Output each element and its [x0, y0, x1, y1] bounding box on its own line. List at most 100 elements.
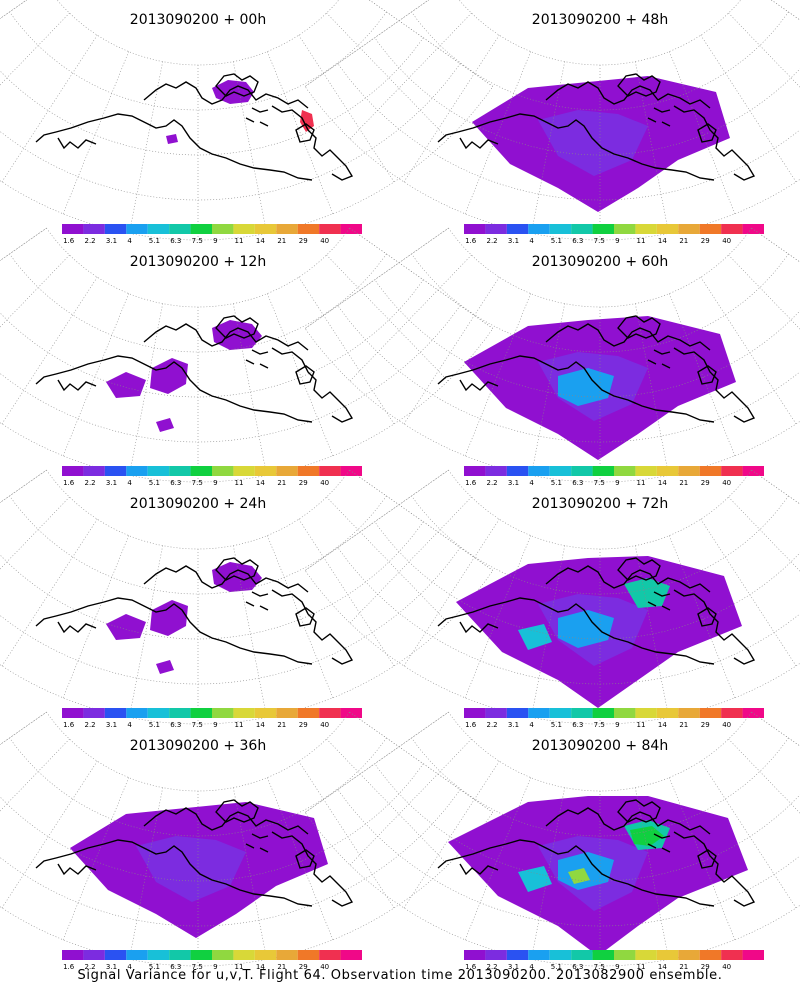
colorbar-label: 29: [299, 237, 308, 245]
colorbar-swatch: [464, 224, 486, 234]
coastline: [35, 73, 354, 181]
colorbar-swatch: [319, 466, 341, 476]
signal-contour: [518, 624, 552, 650]
colorbar-swatch: [506, 950, 529, 960]
colorbar-label: 9: [615, 721, 619, 729]
colorbar-label: 4: [529, 237, 534, 245]
coastline: [35, 799, 354, 907]
colorbar-swatch: [126, 950, 148, 960]
colorbar-label: 11: [637, 237, 646, 245]
colorbar-swatch: [126, 708, 148, 718]
colorbar-label: 29: [701, 479, 710, 487]
colorbar: 1.6 2.2 3.1 4 5.1 6.3 7.5 9 11 14 21 29 40: [62, 224, 362, 245]
lat-lon-grid: [304, 711, 800, 967]
colorbar-label: 11: [235, 963, 244, 971]
colorbar-label: 9: [615, 963, 619, 971]
colorbar-swatch: [62, 224, 84, 234]
colorbar-label: 9: [615, 237, 619, 245]
colorbar-swatch: [169, 224, 191, 234]
coastline: [35, 315, 354, 423]
lat-lon-grid: [304, 0, 800, 241]
colorbar-label: 14: [256, 963, 265, 971]
colorbar-swatch: [83, 708, 105, 718]
colorbar-label: 21: [277, 237, 286, 245]
map-area: [304, 469, 800, 725]
signal-contour: [518, 866, 552, 892]
signal-field: [472, 76, 730, 212]
colorbar-label: 40: [722, 237, 731, 245]
colorbar-swatch: [571, 224, 593, 234]
colorbar-swatch: [83, 224, 105, 234]
colorbar-label: 5.1: [551, 479, 562, 487]
coastline: [437, 799, 756, 907]
colorbar-label: 14: [256, 721, 265, 729]
colorbar-swatch: [678, 950, 700, 960]
colorbar-swatch: [656, 466, 679, 476]
colorbar-swatch: [635, 950, 657, 960]
colorbar-label: 3.1: [106, 479, 117, 487]
colorbar-swatch: [126, 466, 148, 476]
colorbar-swatch: [319, 224, 341, 234]
colorbar-swatch: [319, 708, 341, 718]
colorbar-swatch: [62, 708, 84, 718]
colorbar-label: 9: [615, 479, 619, 487]
colorbar-swatch: [635, 708, 657, 718]
colorbar-swatch: [614, 950, 636, 960]
colorbar-label: 1.6: [465, 237, 477, 245]
colorbar-label: 9: [213, 479, 217, 487]
colorbar-swatch: [721, 224, 743, 234]
colorbar-label: 1.6: [63, 237, 75, 245]
colorbar-swatch: [190, 224, 212, 234]
colorbar-label: 40: [320, 963, 329, 971]
map-area: [304, 711, 800, 967]
signal-field: [456, 556, 742, 708]
colorbar-label: 4: [127, 237, 132, 245]
signal-contour: [106, 614, 146, 640]
lat-lon-grid: [0, 469, 494, 725]
colorbar-swatch: [549, 466, 572, 476]
colorbar-swatch: [104, 224, 127, 234]
colorbar-swatch: [147, 708, 170, 718]
colorbar-swatch: [340, 950, 362, 960]
lat-lon-grid: [0, 0, 494, 241]
coastline: [437, 73, 756, 181]
panel-title: 2013090200 + 24h: [130, 496, 266, 512]
colorbar-swatch: [233, 950, 255, 960]
colorbar-swatch: [678, 224, 700, 234]
colorbar-swatch: [614, 708, 636, 718]
colorbar-label: 2.2: [487, 237, 498, 245]
colorbar-label: 7.5: [594, 963, 605, 971]
colorbar: 1.6 2.2 3.1 4 5.1 6.3 7.5 9 11 14 21 29 40: [62, 708, 362, 729]
colorbar-swatch: [276, 708, 298, 718]
colorbar-swatch: [678, 466, 700, 476]
colorbar-swatch: [549, 950, 572, 960]
colorbar-swatch: [528, 708, 550, 718]
colorbar-swatch: [742, 950, 764, 960]
colorbar-label: 11: [235, 721, 244, 729]
colorbar-swatch: [699, 950, 722, 960]
colorbar-label: 40: [320, 479, 329, 487]
lat-lon-grid: [0, 227, 494, 483]
colorbar-swatch: [169, 950, 191, 960]
colorbar: 1.6 2.2 3.1 4 5.1 6.3 7.5 9 11 14 21 29 40: [62, 950, 362, 971]
map-panel: 2013090200 + 72h 1.6 2.2 3.1 4 5.1 6.3 7.5 9 11 14…: [304, 469, 800, 729]
colorbar-swatch: [319, 950, 341, 960]
colorbar: 1.6 2.2 3.1 4 5.1 6.3 7.5 9 11 14 21 29 40: [62, 466, 362, 487]
colorbar-label: 7.5: [192, 963, 203, 971]
colorbar-swatch: [147, 466, 170, 476]
colorbar-swatch: [233, 224, 255, 234]
colorbar-swatch: [276, 950, 298, 960]
colorbar-label: 11: [235, 479, 244, 487]
coastline: [437, 315, 756, 423]
panel-title: 2013090200 + 00h: [130, 12, 266, 28]
colorbar-label: 14: [658, 721, 667, 729]
colorbar-swatch: [464, 708, 486, 718]
signal-contour: [630, 826, 664, 846]
colorbar-label: 1.6: [465, 963, 477, 971]
colorbar-swatch: [721, 466, 743, 476]
colorbar-swatch: [297, 708, 320, 718]
colorbar-swatch: [212, 950, 234, 960]
colorbar-swatch: [721, 950, 743, 960]
colorbar-swatch: [83, 466, 105, 476]
colorbar-label: 5.1: [149, 721, 160, 729]
